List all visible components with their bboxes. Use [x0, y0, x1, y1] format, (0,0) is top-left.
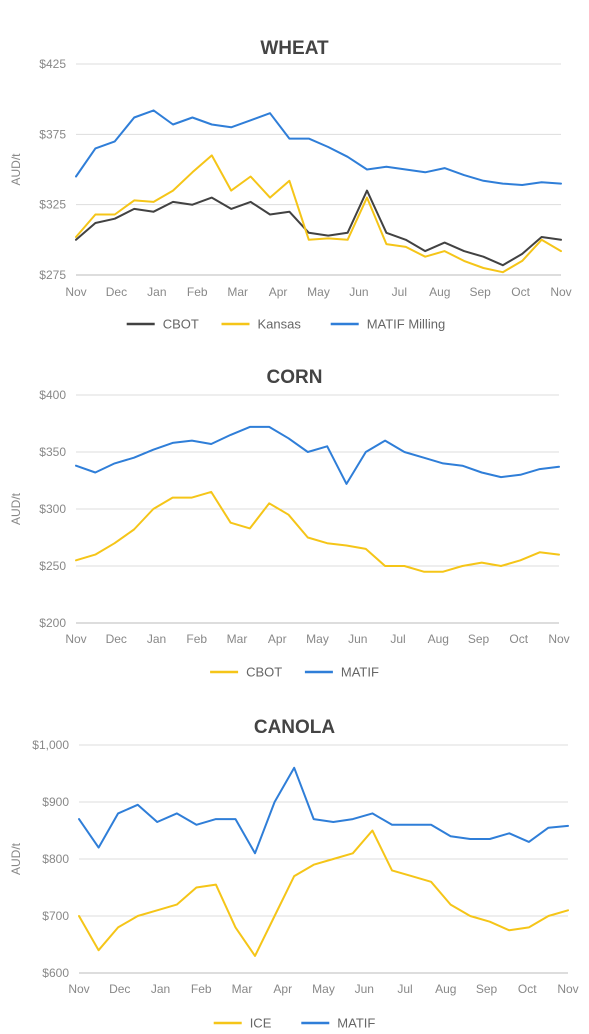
canola-x-tick-label: Feb: [191, 982, 212, 996]
wheat-legend-item-kansas: Kansas: [221, 317, 302, 332]
wheat-legend-item-matif-milling: MATIF Milling: [330, 317, 445, 332]
canola-x-tick-label: Mar: [232, 982, 253, 996]
wheat-x-tick-label: Sep: [469, 285, 491, 299]
corn-y-tick-label: $300: [39, 502, 66, 516]
corn-legend-label: CBOT: [246, 665, 282, 680]
wheat-chart: WHEAT $275 $325 $375 $425 AUD/t Nov Dec Jan Feb Ma…: [9, 38, 572, 332]
wheat-y-tick-label: $275: [39, 268, 66, 282]
corn-x-tick-label: Jan: [147, 632, 166, 646]
corn-series-matif-line: [75, 425, 560, 485]
canola-x-tick-label: Nov: [557, 982, 578, 996]
wheat-x-tick-label: Dec: [106, 285, 127, 299]
wheat-y-tick-label: $325: [39, 198, 66, 212]
canola-x-tick-label: Jul: [397, 982, 412, 996]
wheat-x-tick-label: Jan: [147, 285, 166, 299]
canola-series-ice-line: [78, 829, 569, 957]
wheat-x-tick-label: Jun: [349, 285, 368, 299]
wheat-title: WHEAT: [260, 38, 329, 59]
wheat-x-tick-label: Nov: [65, 285, 86, 299]
canola-x-tick-label: May: [312, 982, 335, 996]
wheat-legend-label: CBOT: [163, 317, 199, 332]
canola-chart: CANOLA $600 $700 $800 $900 $1,000 AUD/t Nov Dec J…: [9, 717, 579, 1031]
canola-y-tick-label: $1,000: [32, 738, 69, 752]
canola-y-tick-label: $700: [42, 909, 69, 923]
canola-x-tick-label: Apr: [273, 982, 292, 996]
canola-y-tick-label: $900: [42, 795, 69, 809]
wheat-x-tick-label: Nov: [550, 285, 571, 299]
corn-chart: CORN $200 $250 $300 $350 $400 AUD/t Nov Dec Jan Fe…: [9, 367, 570, 680]
canola-x-tick-label: Jan: [151, 982, 170, 996]
canola-legend-item-matif: MATIF: [301, 1016, 375, 1031]
wheat-series-matif-milling-line: [75, 109, 562, 186]
corn-series-cbot-line: [75, 490, 560, 573]
corn-y-tick-label: $200: [39, 616, 66, 630]
corn-x-tick-label: Mar: [227, 632, 248, 646]
corn-x-tick-label: Feb: [186, 632, 207, 646]
wheat-x-tick-label: Feb: [187, 285, 208, 299]
wheat-y-tick-label: $375: [39, 127, 66, 141]
corn-x-tick-label: Oct: [509, 632, 528, 646]
wheat-x-tick-label: Mar: [227, 285, 248, 299]
canola-legend-label: MATIF: [337, 1016, 375, 1031]
corn-y-tick-label: $350: [39, 445, 66, 459]
wheat-x-tick-label: Oct: [511, 285, 530, 299]
canola-y-axis-label: AUD/t: [9, 842, 23, 875]
corn-legend-item-cbot: CBOT: [210, 665, 282, 680]
corn-y-tick-label: $400: [39, 388, 66, 402]
corn-x-tick-label: Apr: [268, 632, 287, 646]
corn-y-axis-label: AUD/t: [9, 492, 23, 525]
wheat-x-tick-label: Jul: [392, 285, 407, 299]
corn-legend-label: MATIF: [341, 665, 379, 680]
wheat-series-kansas-line: [75, 154, 562, 274]
wheat-y-axis-label: AUD/t: [9, 153, 23, 186]
corn-x-tick-label: Nov: [65, 632, 86, 646]
corn-title: CORN: [267, 367, 323, 388]
wheat-y-tick-label: $425: [39, 57, 66, 71]
corn-x-tick-label: May: [306, 632, 329, 646]
corn-x-tick-label: Dec: [106, 632, 127, 646]
canola-legend-label: ICE: [250, 1016, 272, 1031]
canola-x-tick-label: Jun: [355, 982, 374, 996]
canola-x-tick-label: Dec: [109, 982, 130, 996]
wheat-series-cbot-line: [75, 189, 562, 267]
corn-x-tick-label: Aug: [428, 632, 449, 646]
canola-series-matif-line: [78, 766, 569, 855]
canola-x-tick-label: Sep: [476, 982, 498, 996]
corn-y-tick-label: $250: [39, 559, 66, 573]
canola-y-tick-label: $800: [42, 852, 69, 866]
canola-legend-item-ice: ICE: [213, 1016, 272, 1031]
wheat-legend-label: Kansas: [258, 317, 302, 332]
corn-legend-item-matif: MATIF: [304, 665, 379, 680]
corn-x-tick-label: Jul: [390, 632, 405, 646]
canola-title: CANOLA: [254, 717, 336, 738]
wheat-legend-label: MATIF Milling: [367, 317, 445, 332]
corn-x-tick-label: Nov: [548, 632, 569, 646]
corn-x-tick-label: Sep: [468, 632, 490, 646]
wheat-x-tick-label: Apr: [269, 285, 288, 299]
canola-y-tick-label: $600: [42, 966, 69, 980]
wheat-x-tick-label: May: [307, 285, 330, 299]
canola-x-tick-label: Nov: [68, 982, 89, 996]
canola-x-tick-label: Oct: [518, 982, 537, 996]
corn-x-tick-label: Jun: [348, 632, 367, 646]
wheat-legend-item-cbot: CBOT: [126, 317, 199, 332]
canola-x-tick-label: Aug: [435, 982, 456, 996]
wheat-x-tick-label: Aug: [429, 285, 450, 299]
